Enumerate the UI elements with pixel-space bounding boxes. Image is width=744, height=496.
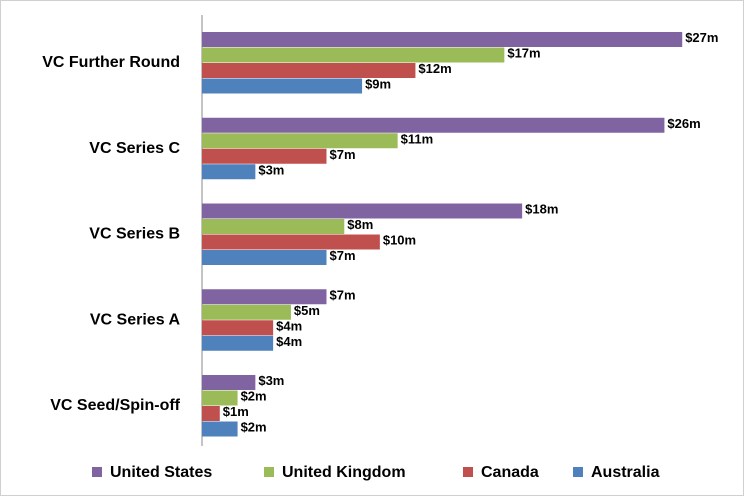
value-label: $17m: [507, 46, 540, 61]
legend-label: United Kingdom: [282, 464, 406, 481]
value-label: $7m: [330, 147, 356, 162]
value-label: $5m: [294, 303, 320, 318]
category-label: VC Seed/Spin-off: [50, 397, 180, 414]
bar: [202, 219, 345, 234]
bar: [202, 234, 380, 250]
value-label: $3m: [258, 162, 284, 177]
value-label: $7m: [330, 248, 356, 263]
legend-label: United States: [110, 464, 212, 481]
bar: [202, 203, 523, 219]
value-label: $7m: [330, 287, 356, 302]
bar: [202, 32, 683, 47]
legend-swatch: [264, 467, 274, 477]
value-label: $8m: [347, 217, 373, 232]
bar: [202, 117, 665, 133]
value-label: $4m: [276, 334, 302, 349]
bar: [202, 421, 238, 437]
bar: [202, 148, 327, 164]
bar: [202, 390, 238, 406]
bar: [202, 375, 256, 390]
value-label: $2m: [241, 420, 267, 435]
legend-swatch: [463, 467, 473, 477]
bar: [202, 289, 327, 305]
value-label: $9m: [365, 77, 391, 92]
category-label: VC Series B: [89, 226, 180, 243]
legend-swatch: [573, 467, 583, 477]
value-label: $2m: [241, 389, 267, 404]
value-label: $11m: [401, 131, 434, 146]
value-label: $1m: [223, 404, 249, 419]
legend-label: Canada: [481, 464, 539, 481]
bar: [202, 164, 256, 180]
value-label: $18m: [525, 202, 558, 217]
bar: [202, 250, 327, 265]
category-label: VC Series C: [89, 140, 180, 157]
category-label: VC Further Round: [42, 54, 180, 71]
value-label: $12m: [418, 61, 451, 76]
bar: [202, 78, 363, 94]
value-label: $4m: [276, 318, 302, 333]
bar: [202, 406, 220, 421]
value-label: $27m: [685, 30, 718, 45]
legend-swatch: [92, 467, 102, 477]
bar: [202, 335, 274, 351]
value-label: $3m: [258, 373, 284, 388]
bar: [202, 304, 291, 320]
bar: [202, 133, 398, 149]
legend-label: Australia: [591, 464, 660, 481]
value-label: $10m: [383, 233, 416, 248]
value-label: $26m: [667, 116, 700, 131]
bar: [202, 47, 505, 63]
bar: [202, 63, 416, 78]
category-label: VC Series A: [90, 311, 181, 328]
bar: [202, 320, 274, 336]
